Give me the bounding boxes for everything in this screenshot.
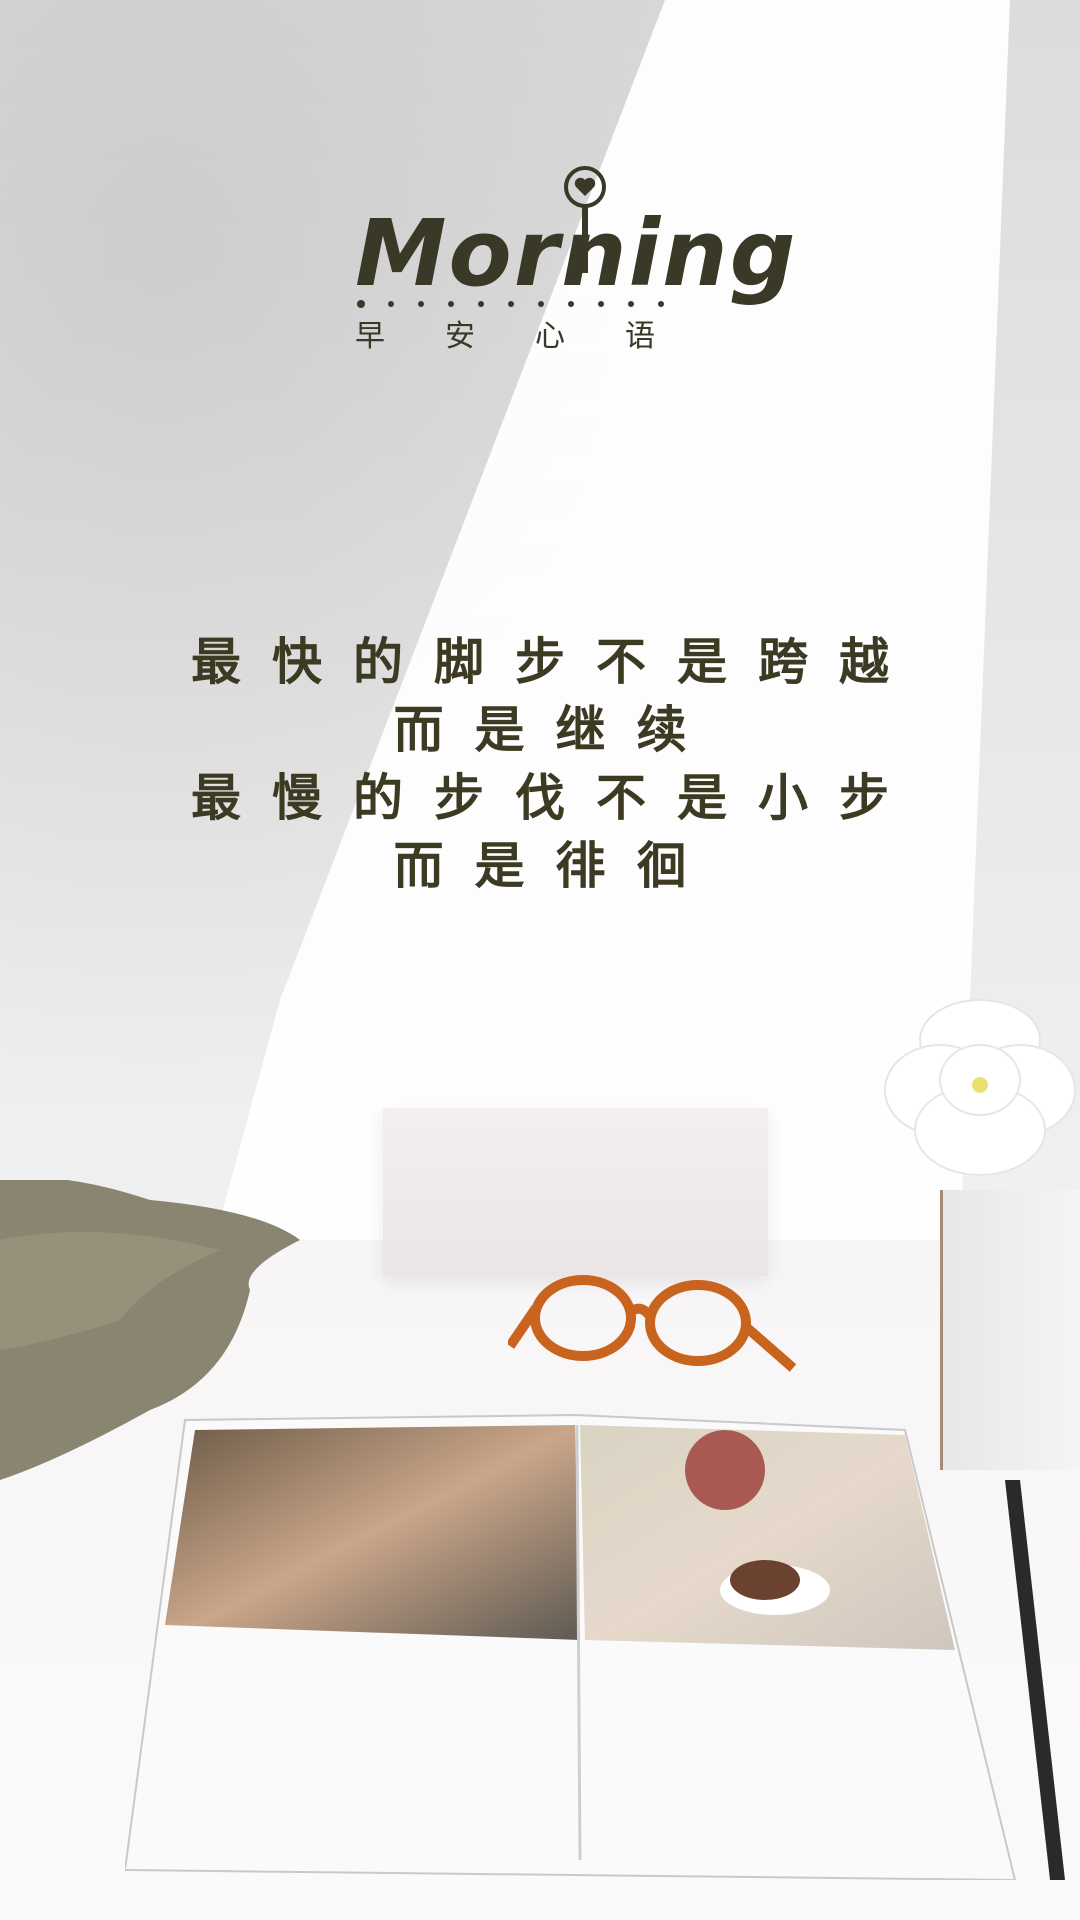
heart-pin-icon <box>564 166 606 273</box>
linen-cloth <box>0 1180 300 1480</box>
open-magazine <box>125 1413 1017 1880</box>
logo-subtitle-char: 语 <box>625 319 655 354</box>
logo-subtitle-char: 安 <box>445 319 475 354</box>
vase-box <box>940 1190 1080 1470</box>
morning-logo: Morning 早 安 心 语 <box>355 165 796 355</box>
pencil <box>1005 1480 1065 1880</box>
white-flower <box>884 999 1076 1176</box>
quote-line: 最慢的步伐不是小步 <box>191 768 920 827</box>
logo-subtitle: 早 安 心 语 <box>355 311 655 355</box>
logo-subtitle-char: 早 <box>355 319 385 354</box>
eyeglasses <box>508 1275 797 1372</box>
quote-text: 最快的脚步不是跨越 而是继续 最慢的步伐不是小步 而是徘徊 <box>0 628 1080 900</box>
logo-word: Morning <box>355 200 798 307</box>
quote-line: 最快的脚步不是跨越 <box>191 632 920 691</box>
quote-line: 而是继续 <box>393 700 718 759</box>
folded-card <box>383 1108 768 1276</box>
logo-subtitle-char: 心 <box>535 319 565 354</box>
logo-dots <box>357 300 664 308</box>
quote-line: 而是徘徊 <box>393 836 718 895</box>
